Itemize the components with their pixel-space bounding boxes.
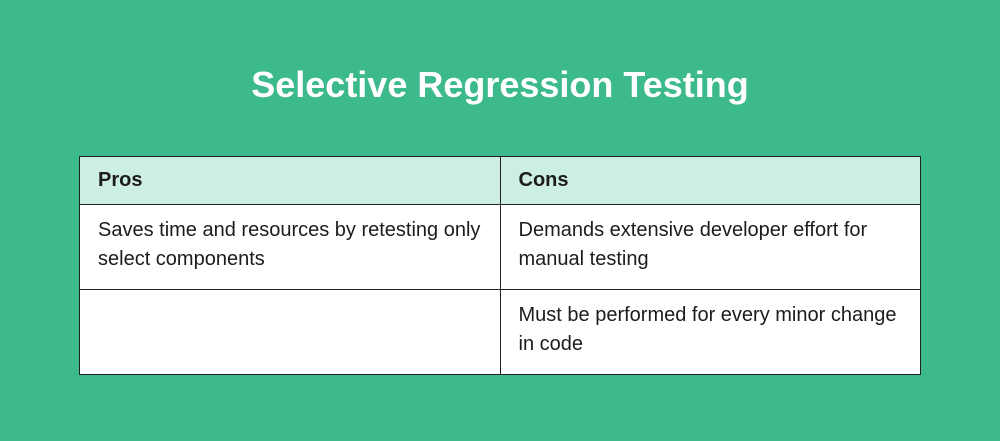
table-row: Saves time and resources by retesting on… xyxy=(79,204,921,290)
page-title: Selective Regression Testing xyxy=(251,64,749,105)
header-pros: Pros xyxy=(79,156,501,205)
cell-pro: Saves time and resources by retesting on… xyxy=(79,204,501,290)
cell-pro xyxy=(79,289,501,375)
cell-con: Demands extensive developer effort for m… xyxy=(499,204,921,290)
cell-con: Must be performed for every minor change… xyxy=(499,289,921,375)
header-cons: Cons xyxy=(499,156,921,205)
table-row: Must be performed for every minor change… xyxy=(79,289,921,375)
table-header-row: Pros Cons xyxy=(79,156,921,205)
pros-cons-table: Pros Cons Saves time and resources by re… xyxy=(79,156,921,375)
